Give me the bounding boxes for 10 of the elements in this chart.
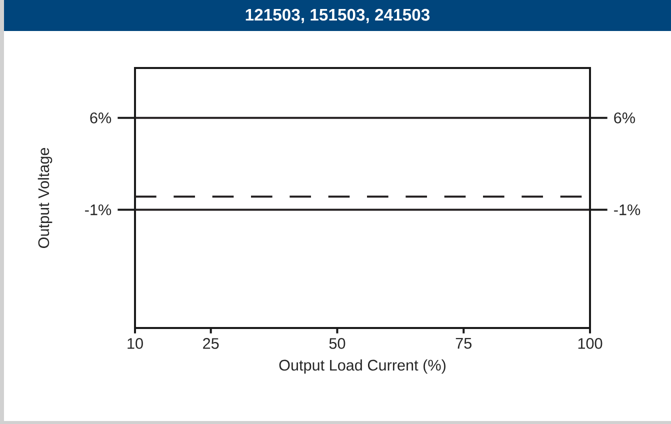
y2-tick-label: -1% (614, 204, 640, 216)
x-tick-label: 10 (128, 338, 143, 349)
y-axis-title: Output Voltage (38, 148, 52, 248)
chart-title: 121503, 151503, 241503 (246, 8, 430, 24)
x-tick-label: 50 (329, 338, 346, 349)
x-tick-label: 75 (456, 338, 472, 349)
y2-tick-label: 6% (614, 112, 635, 124)
x-tick-label: 100 (578, 338, 602, 349)
x-tick-label: 25 (203, 338, 219, 349)
x-axis-title: Output Load Current (%) (279, 359, 446, 374)
